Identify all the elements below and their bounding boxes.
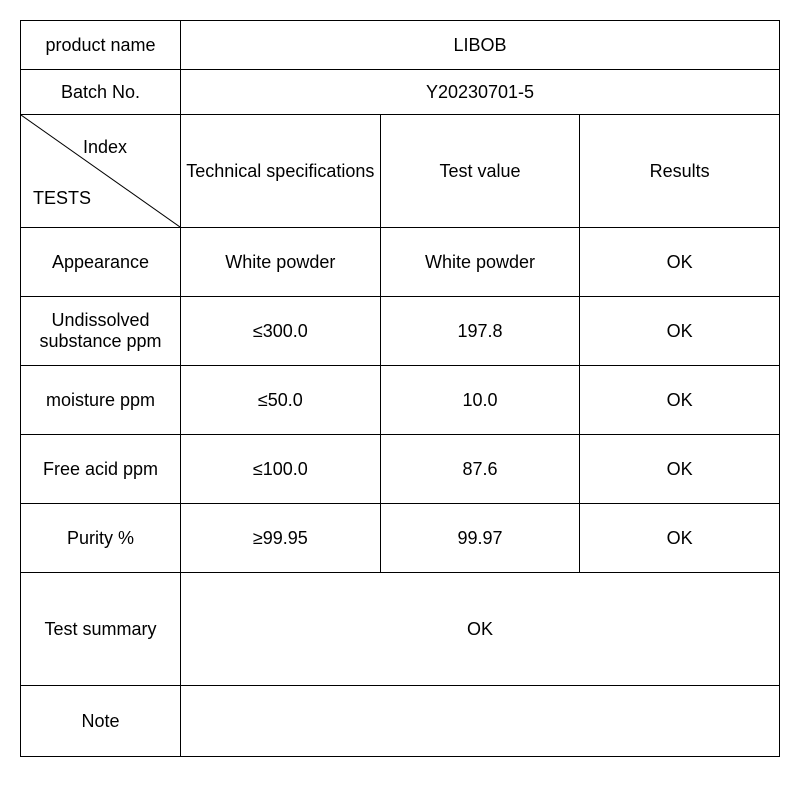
summary-label: Test summary (21, 573, 181, 686)
test-spec: White powder (181, 228, 381, 297)
product-name-label: product name (21, 21, 181, 70)
note-value (181, 686, 780, 757)
table-row: Free acid ppm ≤100.0 87.6 OK (21, 435, 780, 504)
test-name: Appearance (21, 228, 181, 297)
test-spec: ≤300.0 (181, 297, 381, 366)
test-result: OK (580, 297, 780, 366)
table-row: Purity % ≥99.95 99.97 OK (21, 504, 780, 573)
test-result: OK (580, 366, 780, 435)
product-name-row: product name LIBOB (21, 21, 780, 70)
table-row: Undissolved substance ppm ≤300.0 197.8 O… (21, 297, 780, 366)
diagonal-header-cell: Index TESTS (21, 115, 181, 228)
batch-no-row: Batch No. Y20230701-5 (21, 70, 780, 115)
test-spec: ≤50.0 (181, 366, 381, 435)
test-value: 10.0 (380, 366, 580, 435)
test-name: Undissolved substance ppm (21, 297, 181, 366)
test-result: OK (580, 435, 780, 504)
note-row: Note (21, 686, 780, 757)
col-header-results: Results (580, 115, 780, 228)
test-value: White powder (380, 228, 580, 297)
test-name: moisture ppm (21, 366, 181, 435)
col-header-spec: Technical specifications (181, 115, 381, 228)
table-row: Appearance White powder White powder OK (21, 228, 780, 297)
test-name: Purity % (21, 504, 181, 573)
test-value: 197.8 (380, 297, 580, 366)
test-value: 99.97 (380, 504, 580, 573)
test-result: OK (580, 228, 780, 297)
product-name-value: LIBOB (181, 21, 780, 70)
test-spec: ≤100.0 (181, 435, 381, 504)
diagonal-line-icon (21, 115, 180, 227)
test-value: 87.6 (380, 435, 580, 504)
test-result: OK (580, 504, 780, 573)
note-label: Note (21, 686, 181, 757)
spec-table: product name LIBOB Batch No. Y20230701-5… (20, 20, 780, 757)
diag-tests-label: TESTS (33, 188, 91, 209)
col-header-test-value: Test value (380, 115, 580, 228)
test-name: Free acid ppm (21, 435, 181, 504)
batch-no-value: Y20230701-5 (181, 70, 780, 115)
diag-index-label: Index (83, 137, 127, 158)
header-row: Index TESTS Technical specifications Tes… (21, 115, 780, 228)
test-spec: ≥99.95 (181, 504, 381, 573)
table-row: moisture ppm ≤50.0 10.0 OK (21, 366, 780, 435)
summary-value: OK (181, 573, 780, 686)
summary-row: Test summary OK (21, 573, 780, 686)
batch-no-label: Batch No. (21, 70, 181, 115)
